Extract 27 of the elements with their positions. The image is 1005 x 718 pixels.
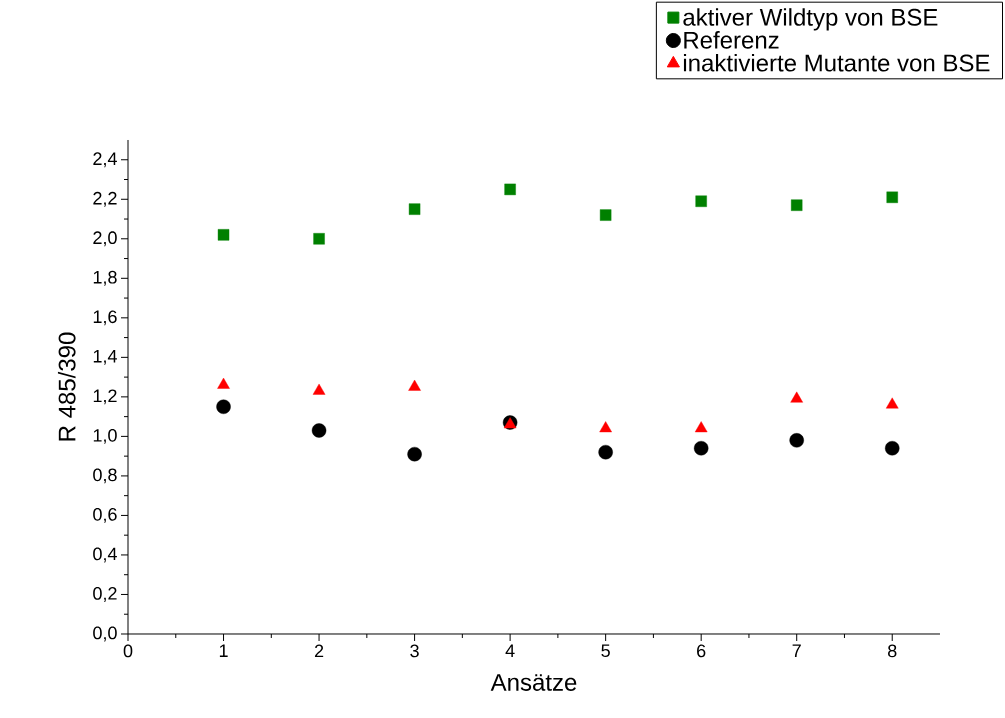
y-tick-label: 1,4: [93, 350, 117, 365]
x-tick-label: 1: [219, 644, 228, 657]
legend-label: aktiver Wildtyp von BSE: [683, 8, 938, 31]
y-tick-label: 0,8: [93, 468, 117, 484]
legend-label: inaktivierte Mutante von BSE: [683, 53, 990, 72]
x-tick-label: 7: [792, 644, 801, 657]
x-axis-title: Ansätze: [490, 674, 577, 691]
x-tick-label: 2: [314, 644, 324, 658]
y-tick-label: 2,4: [93, 152, 117, 168]
y-tick-label: 0,2: [93, 587, 117, 602]
x-tick-label: 8: [888, 644, 897, 658]
y-tick-label: 1,2: [93, 389, 117, 405]
y-tick-label: 0,0: [93, 626, 117, 642]
y-axis-title: R 485/390: [57, 332, 76, 441]
y-tick-label: 0,4: [93, 547, 117, 563]
y-tick-label: 1,0: [93, 428, 117, 444]
y-tick-label: 1,8: [93, 270, 117, 286]
x-tick-label: 0: [123, 644, 133, 658]
x-tick-label: 5: [601, 644, 610, 658]
y-tick-label: 0,6: [93, 507, 117, 523]
y-tick-label: 2,2: [93, 191, 117, 207]
x-tick-label: 3: [410, 644, 419, 658]
x-tick-label: 4: [505, 644, 515, 657]
y-tick-label: 1,6: [93, 310, 117, 326]
legend-label: Referenz: [684, 31, 779, 49]
x-tick-label: 6: [697, 644, 706, 658]
y-tick-label: 2,0: [93, 231, 117, 247]
